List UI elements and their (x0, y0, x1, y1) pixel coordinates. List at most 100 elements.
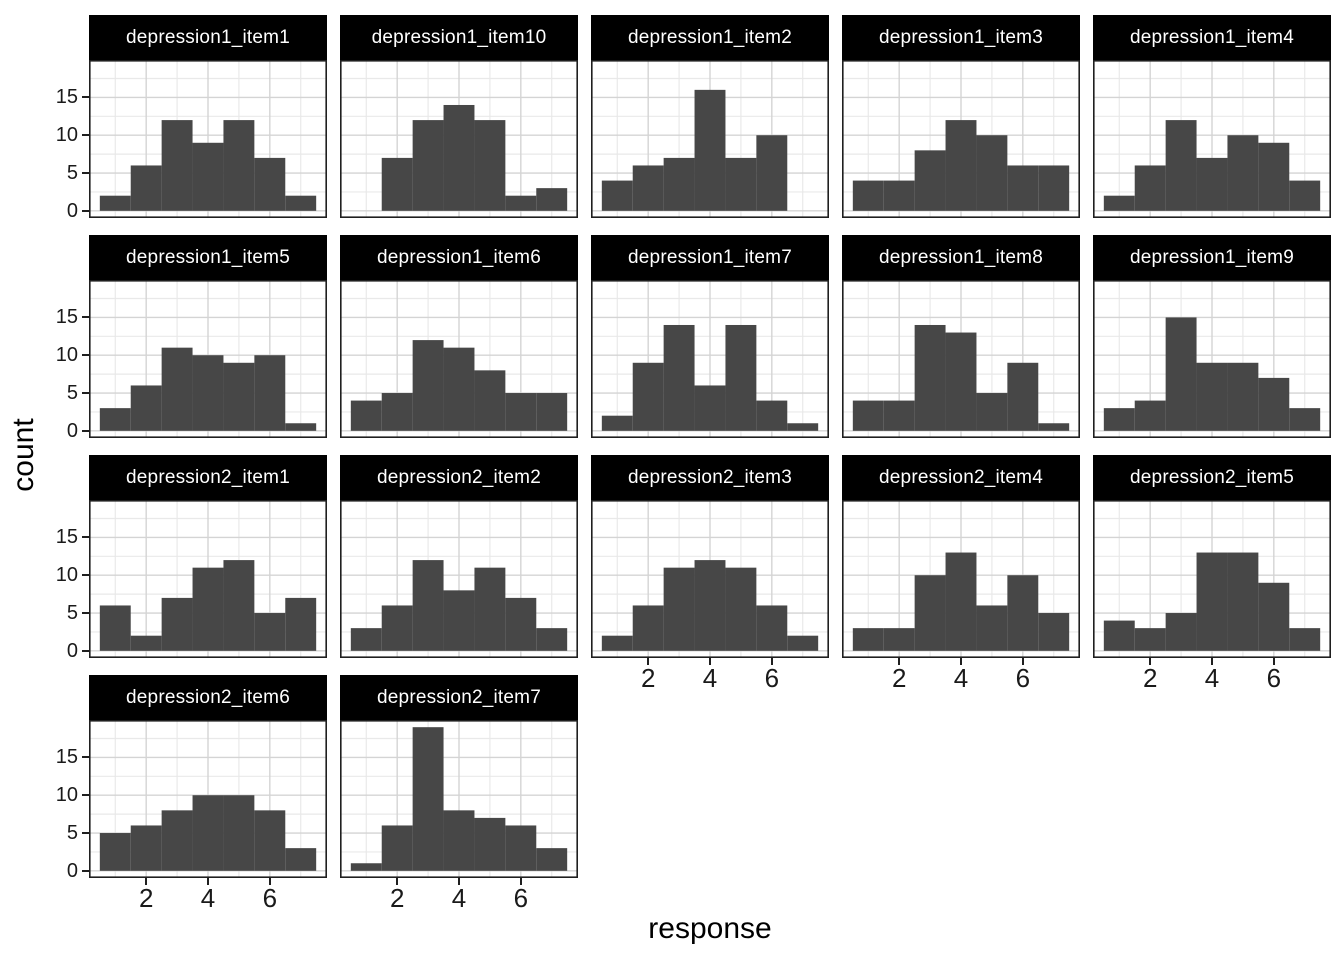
facet-panel: depression1_item5 0 5 10 15 (56, 235, 327, 441)
histogram-bar (976, 605, 1008, 651)
histogram-bar (443, 104, 475, 211)
histogram-bar (756, 135, 788, 211)
facet-strip: depression2_item7 (340, 675, 578, 720)
facet-panel: depression2_item2 (340, 455, 578, 658)
y-tick-mark (82, 172, 89, 175)
histogram-bar (756, 605, 788, 651)
histogram-bar (381, 605, 413, 651)
histogram-bar (161, 597, 193, 651)
facet-strip: depression2_item5 (1093, 455, 1331, 500)
facet-strip-label: depression2_item2 (377, 466, 541, 488)
histogram-bar (130, 165, 162, 211)
histogram-bar (412, 340, 444, 431)
x-tick-label: 2 (640, 663, 656, 693)
x-tick-label: 2 (891, 663, 907, 693)
histogram-bar (787, 635, 819, 651)
y-tick-label: 5 (66, 382, 78, 405)
y-tick-label: 15 (55, 306, 78, 329)
y-tick-label: 15 (55, 746, 78, 769)
histogram-bar (756, 400, 788, 431)
histogram-bar (161, 347, 193, 431)
facet-panel: depression2_item3 2 4 6 (591, 455, 829, 691)
x-tick-mark (647, 658, 650, 665)
x-tick-mark (1272, 658, 1275, 665)
histogram-plot-area (842, 60, 1080, 218)
histogram-bar (285, 848, 317, 871)
y-tick-label: 10 (55, 564, 78, 587)
histogram-bar (601, 415, 633, 431)
panel-border (89, 500, 327, 658)
histogram-bar (381, 393, 413, 431)
x-tick-mark (898, 658, 901, 665)
y-tick-label: 5 (66, 602, 78, 625)
histogram-bar (1038, 613, 1070, 651)
facet-strip-label: depression1_item3 (879, 26, 1043, 48)
histogram-plot-area (842, 500, 1080, 658)
histogram-bar (1196, 552, 1228, 651)
facet-strip-label: depression1_item5 (126, 246, 290, 268)
facet-panel: depression1_item7 (591, 235, 829, 438)
histogram-bar (883, 400, 915, 431)
y-tick-mark (82, 392, 89, 395)
y-tick-mark (82, 316, 89, 319)
panel-border (1093, 60, 1331, 218)
y-tick-mark (82, 869, 89, 872)
histogram-bar (725, 567, 757, 651)
histogram-bar (381, 825, 413, 871)
histogram-bar (1196, 157, 1228, 211)
histogram-bar (412, 120, 444, 211)
histogram-bar (505, 597, 537, 651)
histogram-bar (663, 567, 695, 651)
histogram-bar (505, 825, 537, 871)
histogram-bar (1227, 552, 1259, 651)
histogram-bar (254, 355, 286, 431)
panel-border (842, 500, 1080, 658)
histogram-bar (130, 635, 162, 651)
histogram-bar (1196, 362, 1228, 431)
histogram-bar (632, 362, 664, 431)
histogram-bar (1258, 377, 1290, 431)
y-tick-mark (82, 574, 89, 577)
panel-border (1093, 500, 1331, 658)
histogram-bar (285, 597, 317, 651)
facet-strip-label: depression2_item6 (126, 686, 290, 708)
facet-panel: depression1_item6 (340, 235, 578, 438)
histogram-bar (350, 863, 382, 871)
histogram-bar (1134, 165, 1166, 211)
facet-strip-label: depression1_item6 (377, 246, 541, 268)
histogram-bar (1258, 142, 1290, 211)
histogram-bar (914, 150, 946, 211)
facet-strip: depression1_item9 (1093, 235, 1331, 280)
histogram-bar (852, 628, 884, 651)
histogram-bar (99, 408, 131, 431)
facet-strip-label: depression1_item1 (126, 26, 290, 48)
panel-border (591, 500, 829, 658)
y-tick-label: 0 (66, 199, 78, 222)
x-tick-mark (207, 878, 209, 885)
histogram-bar (976, 393, 1008, 431)
panel-border (1093, 280, 1331, 438)
x-tick-mark (145, 878, 148, 885)
panel-border (842, 60, 1080, 218)
histogram-bar (1134, 400, 1166, 431)
y-tick-mark (82, 96, 89, 99)
x-tick-mark (770, 658, 773, 665)
facet-strip: depression2_item1 (89, 455, 327, 500)
y-tick-mark (82, 794, 89, 797)
histogram-bar (694, 385, 726, 431)
facet-strip: depression2_item6 (89, 675, 327, 720)
x-tick-mark (519, 878, 522, 885)
histogram-bar (192, 355, 224, 431)
facet-panel: depression1_item10 (340, 15, 578, 218)
y-tick-mark (82, 134, 89, 137)
histogram-bar (285, 423, 317, 431)
facet-panel: depression2_item6 0 5 10 15 2 4 6 (56, 675, 327, 911)
x-tick-mark (709, 658, 711, 665)
histogram-bar (663, 324, 695, 431)
facet-strip: depression1_item1 (89, 15, 327, 60)
panel-border (842, 280, 1080, 438)
histogram-bar (536, 628, 568, 651)
y-tick-label: 10 (55, 344, 78, 367)
facet-strip-label: depression1_item8 (879, 246, 1043, 268)
